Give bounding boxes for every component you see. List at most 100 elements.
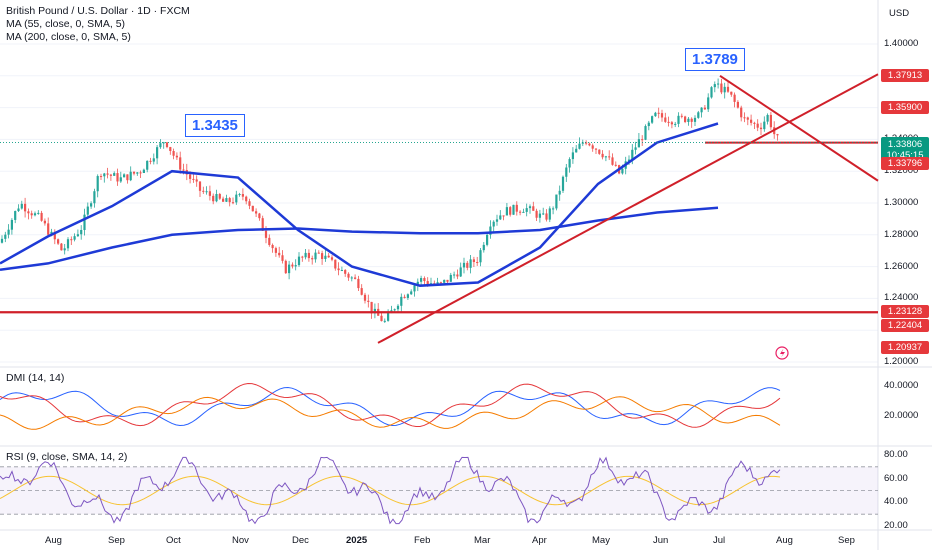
candle-body: [380, 315, 383, 322]
candle-body: [245, 196, 248, 202]
candle-body: [733, 94, 736, 102]
candle-body: [571, 152, 574, 160]
candle-body: [469, 259, 472, 268]
candle-body: [354, 277, 357, 279]
candle-body: [693, 117, 697, 122]
candle-body: [532, 206, 535, 211]
candle-body: [40, 212, 43, 221]
currency-label[interactable]: USD: [889, 8, 910, 19]
candle-body: [86, 206, 89, 215]
candle-body: [598, 149, 601, 154]
time-axis-tick: Sep: [108, 535, 125, 546]
candle-body: [311, 258, 314, 260]
candle-body: [542, 213, 545, 215]
candle-body: [446, 279, 449, 282]
rsi-axis-tick: 40.00: [884, 496, 908, 508]
candle-body: [476, 262, 479, 264]
candle-body: [278, 252, 281, 256]
candle-body: [258, 213, 261, 219]
candle-body: [753, 122, 756, 124]
candle-body: [664, 117, 667, 122]
candle-body: [750, 119, 753, 123]
candle-body: [707, 97, 710, 110]
candle-body: [769, 114, 772, 128]
candle-body: [578, 143, 581, 149]
candle-body: [565, 167, 568, 177]
candle-body: [20, 203, 23, 209]
candle-body: [515, 204, 518, 212]
price-axis-tick: 1.30000: [884, 197, 919, 208]
lightning-icon[interactable]: [775, 346, 789, 360]
candle-body: [24, 203, 27, 212]
candle-body: [713, 84, 716, 88]
candle-body: [17, 208, 20, 212]
candle-body: [367, 300, 370, 302]
candle-body: [466, 262, 469, 268]
time-axis-tick: Mar: [474, 535, 491, 546]
candle-body: [324, 255, 327, 259]
candle-body: [472, 259, 475, 263]
candle-body: [113, 173, 116, 176]
candle-body: [189, 174, 192, 179]
candle-body: [347, 273, 350, 278]
candle-body: [657, 112, 660, 114]
candle-body: [50, 231, 53, 235]
rsi-pane: [0, 456, 878, 525]
candle-body: [383, 320, 386, 322]
candle-body: [255, 211, 258, 214]
candle-body: [222, 198, 225, 202]
candle-body: [53, 231, 56, 240]
candle-body: [43, 220, 46, 224]
price-axis-tick: 1.28000: [884, 228, 919, 240]
candle-body: [297, 256, 301, 266]
candle-body: [594, 148, 598, 150]
price-tag: 1.35900: [881, 101, 929, 114]
candle-body: [730, 91, 733, 95]
price-tag: 1.20937: [881, 341, 929, 354]
candle-body: [195, 179, 198, 182]
ma55-line: [0, 122, 719, 287]
candle-body: [634, 147, 637, 150]
candle-body: [340, 270, 343, 272]
time-axis-tick: Nov: [232, 535, 249, 546]
candle-body: [314, 252, 317, 260]
candle-body: [159, 143, 162, 148]
candle-body: [436, 282, 439, 284]
candle-body: [271, 244, 274, 249]
time-axis-tick: Dec: [292, 535, 309, 546]
candle-body: [73, 236, 76, 240]
candle-body: [231, 202, 235, 204]
candle-body: [654, 112, 657, 117]
candle-body: [585, 142, 588, 144]
time-axis-tick: Aug: [45, 535, 62, 546]
candle-body: [410, 291, 413, 295]
candle-body: [489, 226, 492, 235]
candle-body: [109, 174, 112, 176]
candle-body: [304, 252, 307, 258]
price-candles: [0, 78, 779, 323]
candle-body: [611, 157, 614, 165]
rsi-axis-tick: 80.00: [884, 449, 908, 460]
candle-body: [281, 255, 284, 261]
callout-left-high: 1.3435: [185, 114, 245, 137]
candle-body: [759, 127, 763, 130]
candle-body: [363, 294, 367, 301]
candle-body: [426, 281, 429, 285]
price-axis-tick: 1.24000: [884, 292, 919, 304]
trendlines[interactable]: [0, 73, 879, 344]
candle-body: [99, 176, 103, 178]
rsi-axis-tick: 20.00: [884, 520, 908, 531]
price-axis-tick: 1.40000: [884, 38, 919, 49]
candle-body: [449, 274, 452, 282]
candle-body: [726, 86, 730, 92]
time-axis-tick: Jun: [653, 535, 669, 546]
candle-body: [482, 244, 485, 251]
candle-body: [198, 181, 202, 191]
price-tag: 1.37913: [881, 69, 929, 82]
candle-body: [479, 250, 482, 263]
candle-body: [512, 204, 515, 215]
candle-body: [413, 285, 416, 292]
price-axis-tick: 1.20000: [884, 356, 919, 367]
candle-body: [502, 215, 505, 217]
